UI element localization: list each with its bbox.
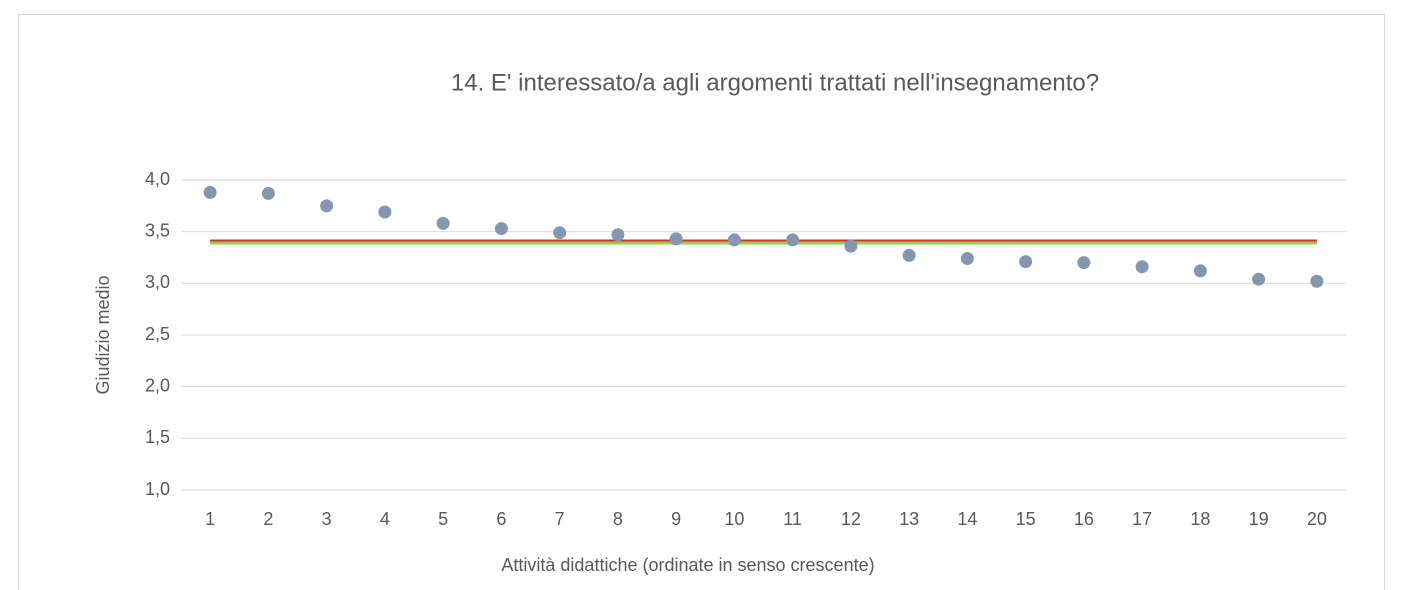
data-point — [727, 233, 741, 247]
data-point — [1310, 274, 1324, 288]
data-point — [553, 226, 567, 240]
x-tick-label: 5 — [438, 509, 448, 529]
x-tick-label: 16 — [1074, 509, 1094, 529]
chart-border — [18, 14, 1385, 590]
data-point — [1077, 256, 1091, 270]
data-point — [436, 216, 450, 230]
data-point — [1135, 260, 1149, 274]
data-point — [1193, 264, 1207, 278]
data-point — [844, 239, 858, 253]
x-tick-label: 18 — [1190, 509, 1210, 529]
data-point — [669, 232, 683, 246]
y-tick-label: 3,5 — [145, 220, 170, 240]
data-point — [786, 233, 800, 247]
x-tick-label: 3 — [322, 509, 332, 529]
y-tick-label: 1,0 — [145, 479, 170, 499]
x-tick-label: 4 — [380, 509, 390, 529]
data-point — [1019, 255, 1033, 269]
x-tick-label: 10 — [724, 509, 744, 529]
data-point — [261, 186, 275, 200]
y-tick-label: 2,5 — [145, 324, 170, 344]
x-tick-label: 12 — [841, 509, 861, 529]
x-tick-label: 2 — [263, 509, 273, 529]
x-tick-label: 13 — [899, 509, 919, 529]
x-tick-label: 15 — [1016, 509, 1036, 529]
data-point — [611, 228, 625, 242]
x-tick-label: 8 — [613, 509, 623, 529]
x-tick-label: 7 — [555, 509, 565, 529]
x-tick-label: 14 — [957, 509, 977, 529]
x-axis-label: Attività didattiche (ordinate in senso c… — [501, 555, 874, 575]
x-tick-label: 6 — [496, 509, 506, 529]
x-tick-label: 19 — [1249, 509, 1269, 529]
chart-title: 14. E' interessato/a agli argomenti trat… — [451, 69, 1099, 96]
data-point — [1252, 272, 1266, 286]
y-axis-label: Giudizio medio — [93, 275, 113, 394]
data-point — [960, 252, 974, 266]
x-tick-label: 9 — [671, 509, 681, 529]
y-tick-label: 2,0 — [145, 375, 170, 395]
y-tick-label: 3,0 — [145, 272, 170, 292]
y-tick-label: 1,5 — [145, 427, 170, 447]
data-point — [902, 248, 916, 262]
y-tick-label: 4,0 — [145, 169, 170, 189]
data-point — [378, 205, 392, 219]
data-point — [320, 199, 334, 213]
x-tick-label: 11 — [783, 509, 802, 529]
x-tick-label: 17 — [1132, 509, 1152, 529]
x-tick-label: 20 — [1307, 509, 1327, 529]
data-point — [494, 222, 508, 236]
data-point — [203, 185, 217, 199]
x-tick-label: 1 — [205, 509, 215, 529]
